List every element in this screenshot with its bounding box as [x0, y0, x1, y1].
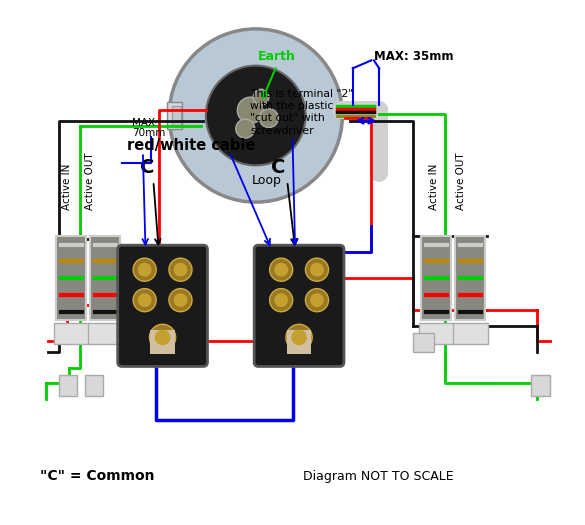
Circle shape — [133, 289, 156, 312]
Circle shape — [291, 330, 307, 345]
Text: Active OUT: Active OUT — [456, 152, 466, 210]
Circle shape — [274, 263, 288, 277]
Circle shape — [206, 66, 305, 165]
Circle shape — [169, 289, 192, 312]
Text: "C" = Common: "C" = Common — [40, 469, 155, 484]
Circle shape — [259, 109, 278, 128]
Text: MAX: 35mm: MAX: 35mm — [374, 50, 453, 63]
FancyBboxPatch shape — [531, 375, 550, 396]
Text: Active OUT: Active OUT — [85, 152, 95, 210]
FancyBboxPatch shape — [421, 236, 451, 320]
Circle shape — [286, 324, 312, 351]
Circle shape — [174, 263, 187, 277]
Circle shape — [238, 97, 264, 123]
Bar — [172, 106, 181, 125]
Circle shape — [270, 258, 292, 281]
Circle shape — [253, 89, 269, 105]
Text: Loop: Loop — [252, 174, 281, 187]
Circle shape — [169, 29, 342, 202]
Circle shape — [137, 263, 152, 277]
Circle shape — [169, 258, 192, 281]
Circle shape — [137, 293, 152, 307]
Circle shape — [133, 258, 156, 281]
Text: red/white cable: red/white cable — [127, 138, 256, 153]
FancyBboxPatch shape — [85, 375, 104, 396]
Bar — [287, 330, 311, 354]
Bar — [167, 102, 183, 129]
FancyBboxPatch shape — [54, 323, 89, 344]
Circle shape — [174, 293, 187, 307]
FancyBboxPatch shape — [90, 236, 121, 320]
Circle shape — [305, 258, 329, 281]
Circle shape — [305, 289, 329, 312]
FancyBboxPatch shape — [453, 323, 488, 344]
Text: C: C — [271, 158, 286, 177]
Circle shape — [149, 324, 176, 351]
FancyBboxPatch shape — [254, 245, 344, 366]
FancyBboxPatch shape — [56, 236, 86, 320]
Bar — [150, 330, 175, 354]
Circle shape — [154, 330, 170, 345]
FancyBboxPatch shape — [118, 245, 208, 366]
Circle shape — [270, 289, 292, 312]
Circle shape — [274, 293, 288, 307]
Text: MAX
70mm: MAX 70mm — [132, 118, 166, 139]
FancyBboxPatch shape — [88, 323, 123, 344]
Text: C: C — [140, 158, 154, 177]
FancyBboxPatch shape — [59, 375, 77, 396]
Circle shape — [310, 293, 324, 307]
Circle shape — [236, 119, 254, 138]
Text: Earth: Earth — [258, 50, 295, 63]
Text: Active IN: Active IN — [62, 164, 72, 210]
FancyBboxPatch shape — [455, 236, 485, 320]
FancyBboxPatch shape — [418, 323, 454, 344]
Circle shape — [310, 263, 324, 277]
Text: This is terminal "2"
with the plastic
"cut out" with
screwdriver: This is terminal "2" with the plastic "c… — [250, 89, 353, 136]
FancyBboxPatch shape — [413, 333, 434, 352]
Text: Active IN: Active IN — [429, 164, 439, 210]
Text: Diagram NOT TO SCALE: Diagram NOT TO SCALE — [303, 470, 453, 484]
